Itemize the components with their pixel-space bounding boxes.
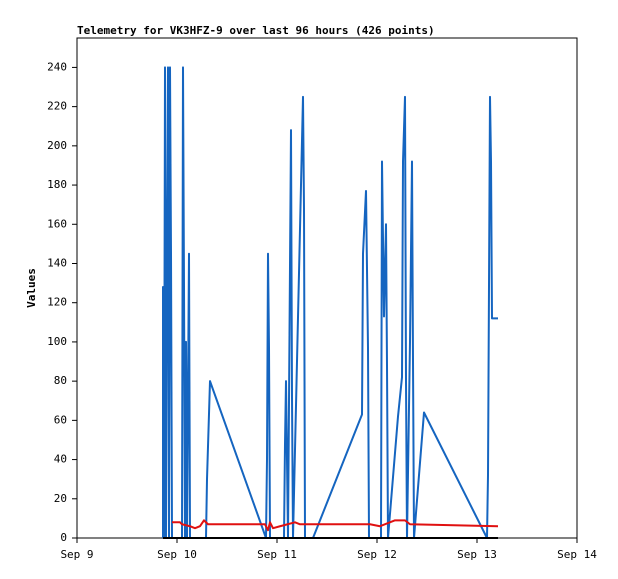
y-tick-label: 160 xyxy=(47,217,67,230)
y-tick-label: 0 xyxy=(60,531,67,544)
x-tick-label: Sep 11 xyxy=(257,548,297,561)
y-tick-label: 40 xyxy=(54,453,67,466)
y-tick-label: 100 xyxy=(47,335,67,348)
y-tick-label: 240 xyxy=(47,60,67,73)
y-tick-label: 140 xyxy=(47,256,67,269)
x-tick-label: Sep 14 xyxy=(557,548,597,561)
x-tick-label: Sep 12 xyxy=(357,548,397,561)
y-tick-label: 180 xyxy=(47,178,67,191)
y-tick-label: 80 xyxy=(54,374,67,387)
y-tick-label: 60 xyxy=(54,413,67,426)
y-tick-label: 200 xyxy=(47,139,67,152)
chart-title: Telemetry for VK3HFZ-9 over last 96 hour… xyxy=(77,24,435,37)
x-tick-label: Sep 9 xyxy=(60,548,93,561)
x-tick-label: Sep 10 xyxy=(157,548,197,561)
data-line xyxy=(172,519,499,532)
y-tick-label: 20 xyxy=(54,492,67,505)
y-tick-label: 120 xyxy=(47,296,67,309)
y-axis-label: Values xyxy=(25,268,38,308)
y-tick-label: 220 xyxy=(47,100,67,113)
x-tick-label: Sep 13 xyxy=(457,548,497,561)
